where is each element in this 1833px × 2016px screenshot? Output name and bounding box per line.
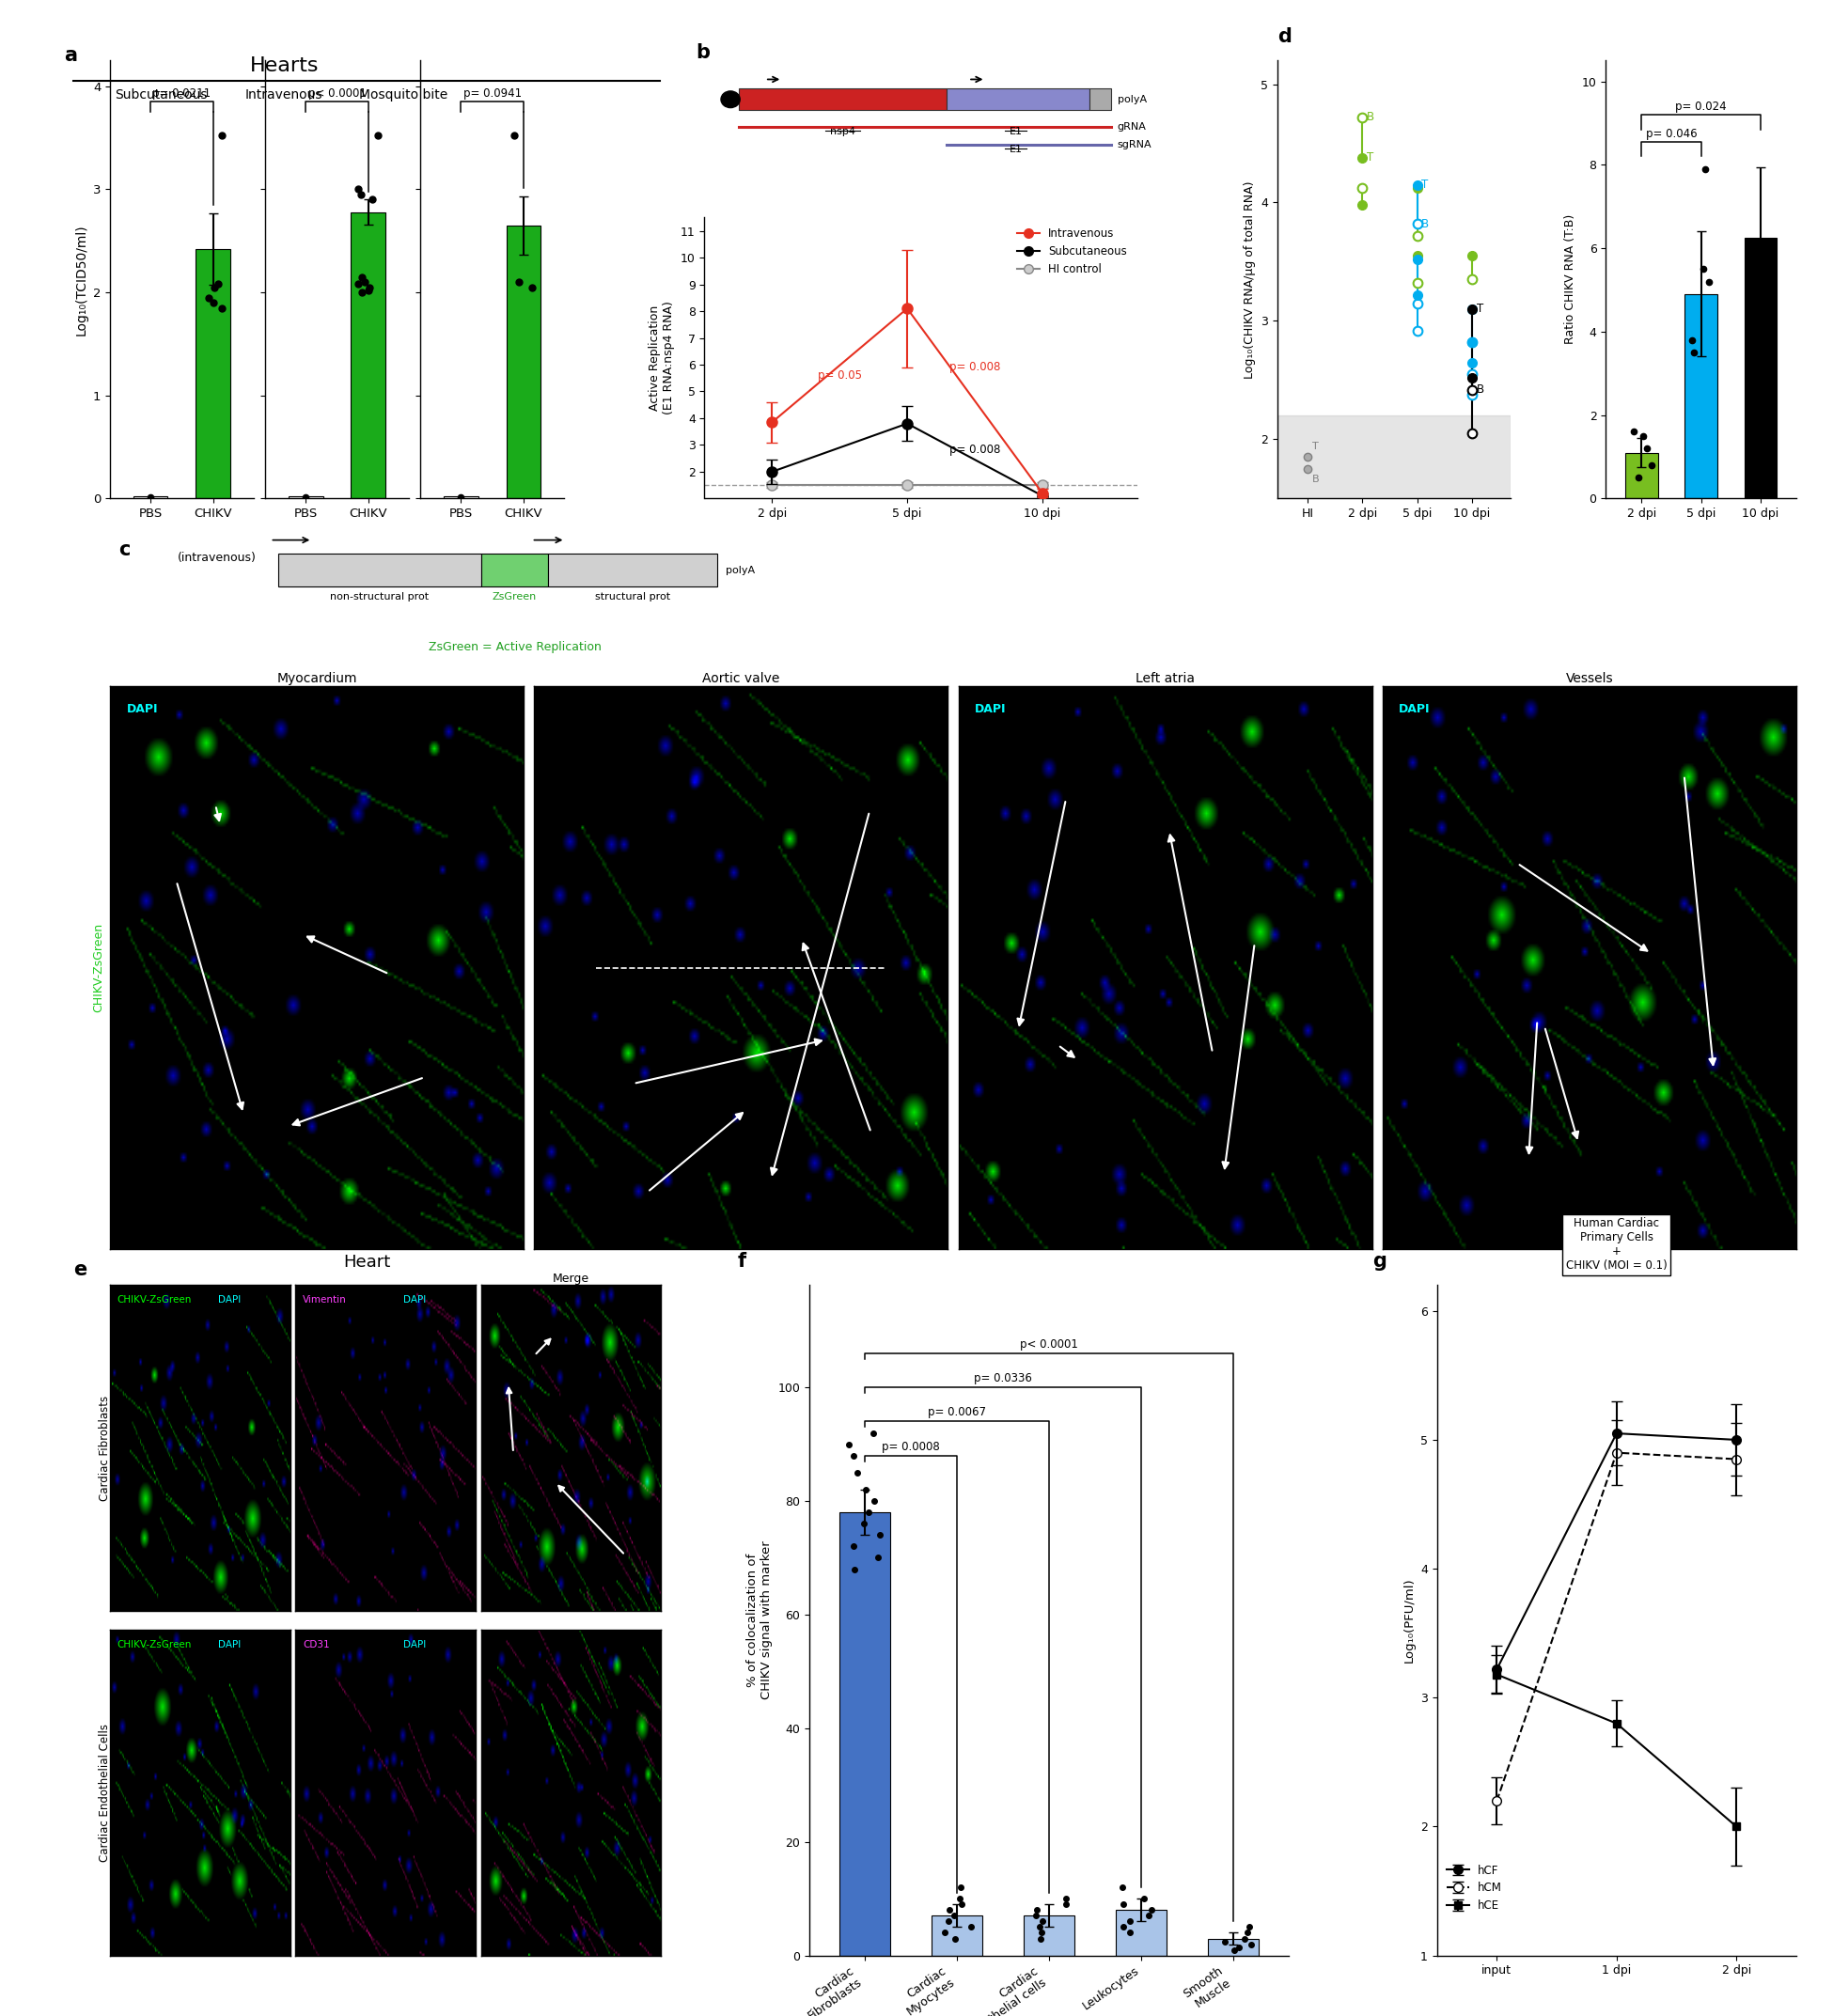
- Text: p= 0.0008: p= 0.0008: [882, 1441, 940, 1454]
- Text: b: b: [697, 44, 709, 62]
- Text: non-structural prot: non-structural prot: [330, 593, 429, 601]
- Text: a: a: [64, 46, 77, 65]
- Text: Vimentin: Vimentin: [302, 1294, 346, 1304]
- Bar: [548, 554, 717, 587]
- Text: p= 0.008: p= 0.008: [949, 444, 1001, 456]
- Text: E1: E1: [1010, 127, 1023, 135]
- Legend: Intravenous, Subcutaneous, HI control: Intravenous, Subcutaneous, HI control: [1012, 224, 1131, 280]
- Bar: [196, 250, 231, 498]
- Text: p= 0.0067: p= 0.0067: [927, 1407, 986, 1419]
- Text: B: B: [1367, 111, 1375, 123]
- Text: B: B: [1476, 383, 1485, 395]
- Text: Mosquito bite: Mosquito bite: [359, 89, 447, 103]
- Bar: [739, 89, 946, 109]
- Bar: [1116, 1909, 1166, 1956]
- Text: DAPI: DAPI: [126, 704, 158, 716]
- Y-axis label: Ratio CHIKV RNA (T:B): Ratio CHIKV RNA (T:B): [1564, 214, 1576, 345]
- Text: DAPI: DAPI: [218, 1639, 240, 1649]
- Text: p= 0.046: p= 0.046: [1646, 127, 1697, 139]
- Bar: [1685, 294, 1718, 498]
- Bar: [134, 496, 169, 498]
- Text: DAPI: DAPI: [403, 1639, 427, 1649]
- Text: p< 0.0001: p< 0.0001: [308, 87, 367, 99]
- Title: Vessels: Vessels: [1565, 671, 1613, 685]
- Text: T: T: [1367, 151, 1373, 163]
- Bar: [931, 1915, 982, 1956]
- Bar: [288, 496, 323, 498]
- Text: polyA: polyA: [1118, 95, 1147, 105]
- Bar: [1208, 1939, 1259, 1956]
- Y-axis label: Log₁₀(PFU/ml): Log₁₀(PFU/ml): [1402, 1579, 1415, 1663]
- Text: Human Cardiac
Primary Cells
+
CHIKV (MOI = 0.1): Human Cardiac Primary Cells + CHIKV (MOI…: [1565, 1218, 1668, 1272]
- Text: CHIKV-ZsGreen: CHIKV-ZsGreen: [117, 1294, 192, 1304]
- Text: p= 0.05: p= 0.05: [818, 369, 862, 381]
- Y-axis label: Log₁₀(CHIKV RNA/µg of total RNA): Log₁₀(CHIKV RNA/µg of total RNA): [1243, 181, 1256, 379]
- Bar: [1089, 89, 1111, 109]
- Text: p= 0.0941: p= 0.0941: [464, 87, 521, 99]
- Text: p< 0.0001: p< 0.0001: [1019, 1339, 1078, 1351]
- Text: Subcutaneous: Subcutaneous: [115, 89, 207, 103]
- Bar: [480, 554, 548, 587]
- Text: polyA: polyA: [726, 566, 755, 575]
- Title: Myocardium: Myocardium: [277, 671, 357, 685]
- Text: (intravenous): (intravenous): [178, 552, 257, 564]
- Text: gRNA: gRNA: [1118, 121, 1146, 131]
- Y-axis label: Active Replication
(E1 RNA:nsp4 RNA): Active Replication (E1 RNA:nsp4 RNA): [649, 300, 675, 415]
- Bar: [279, 554, 480, 587]
- Text: structural prot: structural prot: [596, 593, 671, 601]
- Bar: [1278, 415, 1510, 498]
- Bar: [444, 496, 478, 498]
- Y-axis label: Cardiac Fibroblasts: Cardiac Fibroblasts: [99, 1395, 110, 1500]
- Legend: hCF, hCM, hCE: hCF, hCM, hCE: [1443, 1861, 1507, 1917]
- Title: Aortic valve: Aortic valve: [702, 671, 779, 685]
- Text: B: B: [1422, 218, 1430, 230]
- Text: g: g: [1373, 1252, 1386, 1270]
- Text: nsp4: nsp4: [830, 127, 856, 135]
- Text: DAPI: DAPI: [1399, 704, 1430, 716]
- Bar: [1023, 1915, 1074, 1956]
- Text: Intravenous: Intravenous: [246, 89, 323, 103]
- Y-axis label: % of colocalization of
CHIKV signal with marker: % of colocalization of CHIKV signal with…: [746, 1540, 772, 1699]
- Y-axis label: CHIKV-ZsGreen: CHIKV-ZsGreen: [92, 923, 104, 1012]
- Bar: [506, 226, 541, 498]
- Text: Heart: Heart: [343, 1254, 390, 1270]
- Text: e: e: [73, 1260, 86, 1278]
- Bar: [946, 89, 1089, 109]
- Text: T: T: [1312, 442, 1318, 452]
- Title: Left atria: Left atria: [1136, 671, 1195, 685]
- Bar: [1745, 238, 1776, 498]
- Text: Hearts: Hearts: [249, 56, 319, 75]
- Text: T: T: [1476, 302, 1483, 314]
- Text: sgRNA: sgRNA: [1118, 139, 1151, 149]
- Text: CHIKV-ZsGreen: CHIKV-ZsGreen: [117, 1639, 192, 1649]
- Text: DAPI: DAPI: [975, 704, 1006, 716]
- Text: ZsGreen: ZsGreen: [493, 593, 537, 601]
- Y-axis label: Log₁₀(TCID50/ml): Log₁₀(TCID50/ml): [75, 224, 88, 335]
- Text: f: f: [737, 1252, 746, 1270]
- Text: ZsGreen = Active Replication: ZsGreen = Active Replication: [429, 641, 601, 653]
- Text: c: c: [119, 540, 130, 558]
- Text: d: d: [1278, 28, 1292, 46]
- Y-axis label: Cardiac Endothelial Cells: Cardiac Endothelial Cells: [99, 1724, 110, 1863]
- Text: B: B: [1312, 476, 1320, 484]
- Text: CD31: CD31: [302, 1639, 330, 1649]
- Text: p= 0.0336: p= 0.0336: [973, 1373, 1032, 1385]
- Text: E1: E1: [1010, 145, 1023, 153]
- Text: DAPI: DAPI: [403, 1294, 427, 1304]
- Text: p= 0.024: p= 0.024: [1675, 101, 1727, 113]
- Text: p= 0.008: p= 0.008: [949, 361, 1001, 373]
- Text: DAPI: DAPI: [218, 1294, 240, 1304]
- Text: T: T: [1422, 179, 1428, 192]
- Circle shape: [720, 91, 741, 107]
- Bar: [840, 1512, 891, 1956]
- Bar: [1626, 454, 1657, 498]
- Text: p= 0.0211: p= 0.0211: [152, 87, 211, 99]
- Bar: [352, 212, 385, 498]
- Title: Merge: Merge: [554, 1272, 590, 1284]
